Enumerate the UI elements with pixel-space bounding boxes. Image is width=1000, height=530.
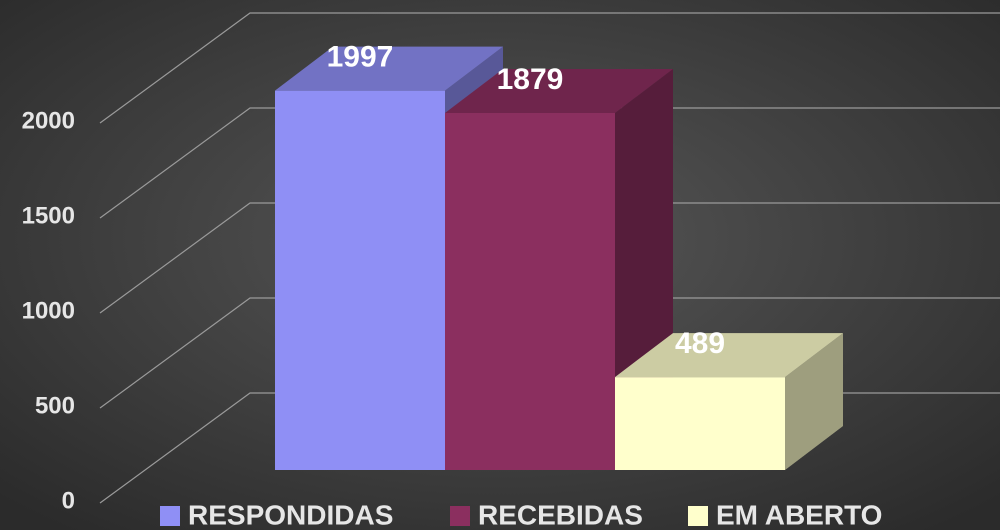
- bar-front: [615, 377, 785, 470]
- legend-swatch: [450, 506, 470, 526]
- grid-line: [99, 297, 1000, 409]
- y-tick-label: 2000: [22, 107, 75, 134]
- bar-top-shade: [445, 68, 673, 113]
- legend-label: EM ABERTO: [716, 499, 882, 530]
- bar-front: [445, 112, 615, 471]
- bar-side-shade: [785, 333, 843, 470]
- y-tick-label: 1000: [22, 297, 75, 324]
- bar-top: [275, 46, 503, 91]
- bar-top: [445, 68, 673, 113]
- bar-top-shade: [615, 333, 843, 378]
- y-tick-label: 0: [62, 487, 75, 514]
- bar-front: [275, 90, 445, 470]
- legend-swatch: [688, 506, 708, 526]
- grid-line: [99, 107, 1000, 219]
- bar-top-shade: [275, 46, 503, 91]
- legend-swatch: [160, 506, 180, 526]
- grid-line: [99, 202, 1000, 314]
- grid-line: [99, 12, 1000, 124]
- legend-label: RESPONDIDAS: [188, 499, 393, 530]
- bar-side: [785, 333, 843, 470]
- value-label: 489: [675, 327, 725, 360]
- value-label: 1879: [497, 63, 564, 96]
- value-label: 1997: [327, 40, 394, 73]
- y-tick-label: 500: [35, 392, 75, 419]
- legend-label: RECEBIDAS: [478, 499, 643, 530]
- y-tick-label: 1500: [22, 202, 75, 229]
- bar-top: [615, 333, 843, 378]
